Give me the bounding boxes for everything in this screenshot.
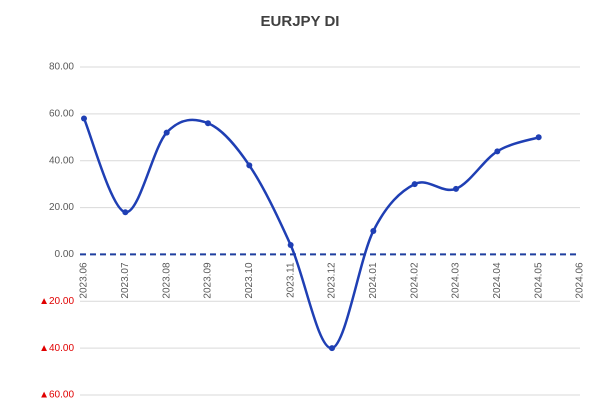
point	[287, 242, 294, 249]
y-tick-label: ▲20.00	[39, 296, 74, 307]
x-tick-label: 2023.09	[203, 262, 214, 299]
x-tick-label: 2023.07	[120, 262, 131, 299]
x-tick-label: 2024.05	[533, 262, 544, 299]
x-tick-label: 2023.11	[285, 262, 296, 298]
point	[122, 209, 129, 216]
point	[453, 185, 459, 192]
y-tick-label: 20.00	[49, 202, 74, 213]
x-tick-label: 2024.04	[492, 262, 503, 299]
point	[246, 162, 253, 169]
x-tick-label: 2023.10	[244, 262, 255, 299]
x-tick-label: 2024.02	[409, 262, 420, 299]
x-tick-label: 2024.06	[575, 262, 586, 299]
x-tick-label: 2023.08	[161, 262, 172, 299]
x-tick-label: 2024.01	[368, 262, 379, 299]
x-tick-label: 2023.12	[327, 262, 338, 299]
y-tick-label: 80.00	[49, 62, 74, 73]
point	[205, 120, 211, 127]
point	[81, 115, 87, 122]
point	[370, 228, 377, 234]
point	[494, 148, 501, 155]
x-tick-label: 2023.06	[79, 262, 90, 299]
x-tick-label: 2024.03	[451, 262, 462, 299]
y-tick-label: 0.00	[55, 249, 75, 260]
line	[82, 118, 540, 350]
chart-title: EURJPY DI	[261, 13, 340, 30]
point	[163, 129, 170, 136]
point	[535, 134, 542, 141]
y-tick-label: 60.00	[49, 108, 74, 119]
y-tick-label: 40.00	[49, 155, 74, 166]
point	[329, 345, 335, 352]
point	[411, 181, 418, 188]
y-tick-label: ▲60.00	[39, 390, 74, 401]
y-tick-label: ▲40.00	[39, 343, 74, 354]
